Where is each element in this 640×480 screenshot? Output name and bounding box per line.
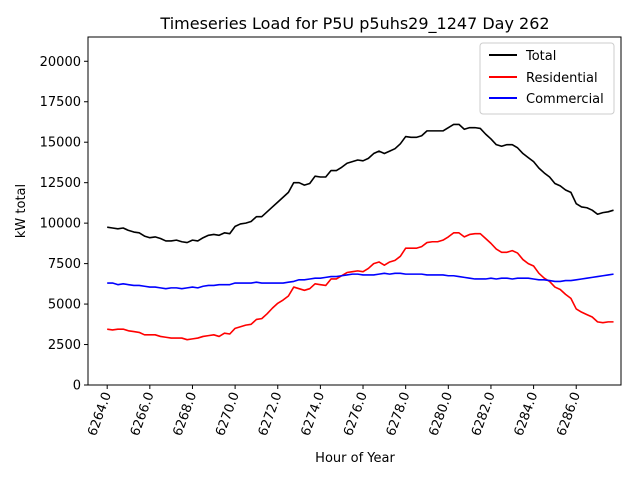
y-tick-label: 5000 bbox=[48, 298, 81, 313]
y-axis-label: kW total bbox=[14, 184, 29, 238]
series-line-commercial bbox=[107, 272, 614, 290]
x-tick-label: 6270.0 bbox=[213, 390, 243, 438]
x-tick-label: 6274.0 bbox=[298, 390, 328, 438]
y-tick-label: 20000 bbox=[40, 55, 81, 70]
legend-label-total: Total bbox=[525, 49, 556, 64]
y-tick-label: 17500 bbox=[40, 95, 81, 110]
y-tick-label: 2500 bbox=[48, 338, 81, 353]
y-tick-label: 15000 bbox=[40, 136, 81, 151]
x-axis-label: Hour of Year bbox=[315, 451, 395, 466]
series-line-total bbox=[107, 123, 614, 244]
x-tick-label: 6276.0 bbox=[341, 390, 371, 438]
chart-title: Timeseries Load for P5U p5uhs29_1247 Day… bbox=[159, 14, 549, 34]
x-tick-label: 6284.0 bbox=[512, 390, 542, 438]
x-tick-label: 6280.0 bbox=[426, 390, 456, 438]
x-tick-label: 6278.0 bbox=[384, 390, 414, 438]
x-tick-label: 6272.0 bbox=[256, 390, 286, 438]
y-tick-label: 7500 bbox=[48, 257, 81, 272]
y-tick-label: 0 bbox=[73, 379, 81, 394]
series-lines bbox=[107, 123, 614, 341]
y-tick-label: 10000 bbox=[40, 217, 81, 232]
legend: Total Residential Commercial bbox=[479, 42, 615, 115]
y-tick-label: 12500 bbox=[40, 176, 81, 191]
x-tick-label: 6266.0 bbox=[128, 390, 158, 438]
legend-box bbox=[479, 42, 615, 115]
x-tick-label: 6268.0 bbox=[171, 390, 201, 438]
legend-label-commercial: Commercial bbox=[526, 92, 604, 107]
y-axis-ticks: 0 2500 5000 7500 10000 12500 15000 17500 20000 bbox=[40, 55, 88, 394]
x-tick-label: 6286.0 bbox=[554, 390, 584, 438]
legend-label-residential: Residential bbox=[526, 71, 598, 86]
series-line-residential bbox=[107, 232, 614, 341]
x-axis-ticks: 6264.0 6266.0 6268.0 6270.0 6272.0 6274.0 6276… bbox=[85, 385, 584, 438]
plot-frame bbox=[87, 36, 622, 386]
x-tick-label: 6264.0 bbox=[85, 390, 115, 438]
x-tick-label: 6282.0 bbox=[469, 390, 499, 438]
